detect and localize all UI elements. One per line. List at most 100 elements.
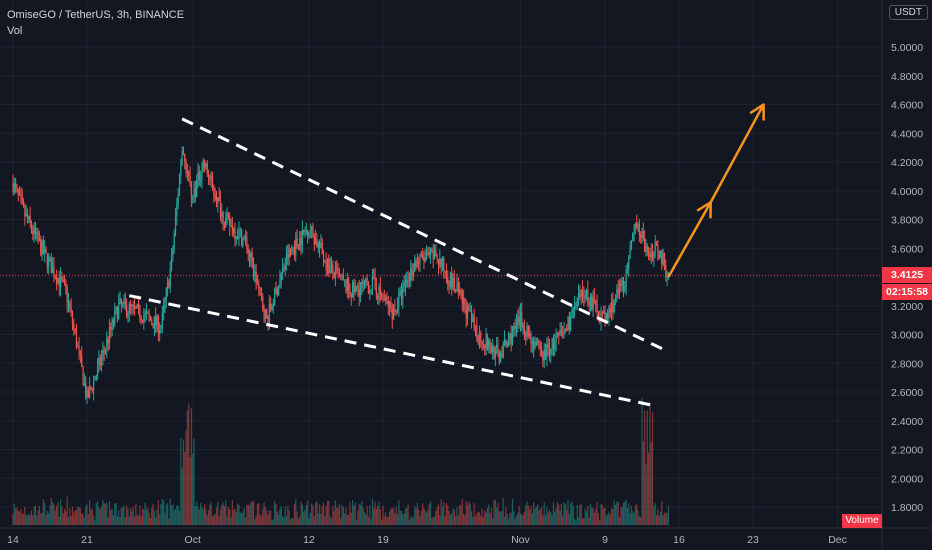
volume-bar bbox=[168, 518, 170, 525]
volume-bar bbox=[59, 499, 62, 525]
volume-bar bbox=[148, 512, 150, 525]
candle-body bbox=[301, 230, 303, 246]
volume-bar bbox=[186, 410, 189, 525]
candle-body bbox=[521, 311, 523, 328]
volume-bar bbox=[24, 506, 26, 525]
candle-body bbox=[86, 390, 88, 398]
volume-bar bbox=[469, 503, 471, 525]
volume-bar bbox=[40, 513, 42, 525]
candle-body bbox=[287, 254, 289, 259]
volume-bar bbox=[81, 513, 83, 525]
candle-body bbox=[636, 223, 638, 228]
candle-body bbox=[41, 241, 43, 255]
volume-bar bbox=[383, 516, 385, 525]
volume-bar bbox=[118, 510, 120, 525]
volume-bar bbox=[391, 507, 393, 525]
candle-body bbox=[447, 277, 449, 284]
candle-body bbox=[502, 343, 504, 357]
drawing-annotations bbox=[128, 103, 765, 408]
volume-bar bbox=[367, 517, 370, 525]
candle-body bbox=[278, 286, 280, 296]
candle-body bbox=[266, 309, 268, 318]
candle-body bbox=[174, 215, 177, 234]
volume-bar bbox=[61, 506, 63, 525]
candle-body bbox=[307, 230, 309, 237]
volume-bar bbox=[285, 516, 288, 525]
candle-body bbox=[227, 213, 229, 217]
candle-body bbox=[449, 273, 451, 287]
volume-bar bbox=[237, 503, 239, 525]
volume-bar bbox=[30, 510, 33, 525]
candle-body bbox=[531, 341, 533, 344]
volume-bar bbox=[428, 503, 430, 525]
volume-indicator-label[interactable]: Vol bbox=[7, 25, 23, 37]
candle-body bbox=[334, 267, 337, 278]
volume-bar bbox=[385, 512, 387, 525]
volume-bar bbox=[481, 508, 483, 525]
candle-body bbox=[428, 252, 430, 256]
volume-bar bbox=[325, 505, 327, 525]
volume-bar bbox=[266, 510, 268, 525]
candle-body bbox=[305, 230, 307, 232]
candle-body bbox=[390, 302, 392, 308]
volume-bar bbox=[37, 510, 39, 525]
currency-badge[interactable]: USDT bbox=[888, 5, 928, 20]
candle-body bbox=[579, 293, 581, 297]
volume-bar bbox=[106, 502, 108, 525]
volume-bar bbox=[289, 519, 292, 525]
upper-trendline bbox=[181, 117, 670, 354]
candle-body bbox=[122, 302, 124, 305]
volume-bar bbox=[57, 502, 59, 525]
arrowhead-mid bbox=[696, 201, 712, 219]
symbol-info[interactable]: OmiseGO / TetherUS, 3h, BINANCE bbox=[7, 9, 185, 21]
volume-bar bbox=[144, 502, 146, 525]
volume-bar bbox=[78, 506, 80, 525]
candle-body bbox=[435, 249, 437, 257]
candle-body bbox=[348, 278, 350, 291]
candle-body bbox=[256, 284, 259, 286]
time-tick-label: 21 bbox=[81, 534, 93, 546]
volume-bar bbox=[583, 518, 585, 525]
candle-body bbox=[371, 277, 374, 290]
volume-bar bbox=[50, 498, 52, 525]
candle-body bbox=[268, 303, 270, 324]
price-tick-label: 4.0000 bbox=[891, 186, 923, 198]
candle-body bbox=[496, 345, 498, 348]
volume-bar bbox=[291, 517, 293, 525]
volume-bar bbox=[477, 511, 479, 525]
candle-body bbox=[407, 279, 409, 281]
candle-body bbox=[637, 223, 639, 228]
volume-bar bbox=[219, 509, 222, 525]
price-tick-label: 4.8000 bbox=[891, 71, 923, 83]
candle-body bbox=[386, 296, 388, 301]
volume-bar bbox=[473, 503, 475, 525]
candle-body bbox=[21, 197, 23, 202]
volume-bar bbox=[288, 510, 290, 525]
volume-bar bbox=[522, 515, 524, 525]
volume-bar bbox=[276, 511, 278, 525]
candle-body bbox=[329, 267, 331, 274]
candle-body bbox=[284, 265, 286, 270]
candle-body bbox=[218, 197, 220, 201]
candle-body bbox=[581, 289, 584, 295]
candle-body bbox=[601, 312, 603, 314]
candle-body bbox=[99, 358, 101, 365]
volume-bar bbox=[164, 512, 166, 525]
volume-bar bbox=[525, 505, 527, 525]
volume-bar bbox=[410, 515, 412, 525]
volume-bar bbox=[422, 503, 424, 525]
candle-body bbox=[254, 271, 256, 277]
candle-body bbox=[75, 331, 78, 347]
volume-bar bbox=[513, 510, 515, 525]
volume-bar bbox=[667, 506, 670, 525]
volume-bar bbox=[392, 508, 395, 525]
candle-body bbox=[291, 249, 293, 252]
candle-body bbox=[540, 347, 543, 354]
candle-body bbox=[489, 339, 491, 346]
volume-bar bbox=[338, 504, 340, 525]
volume-bar bbox=[530, 506, 532, 525]
time-axis[interactable]: 1421Oct1219Nov91623Dec14 bbox=[7, 534, 932, 546]
volume-bar bbox=[470, 511, 473, 525]
